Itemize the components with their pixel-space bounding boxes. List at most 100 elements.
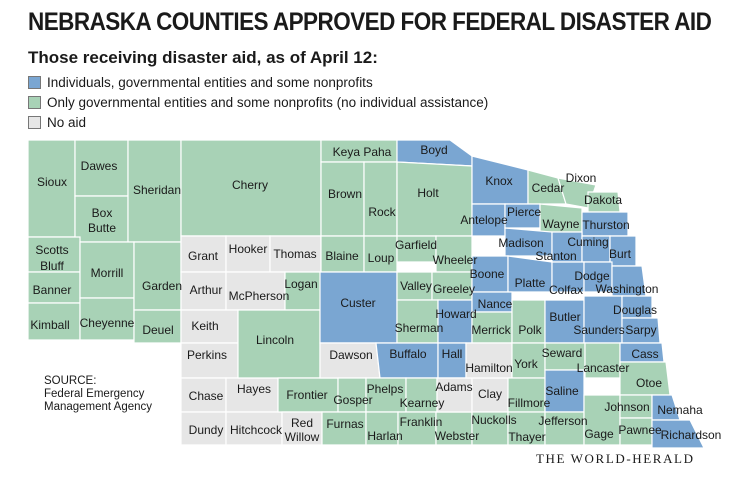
county-label-red-willow: Red <box>291 416 313 430</box>
county-label-greeley: Greeley <box>433 282 475 296</box>
county-label-platte: Platte <box>515 276 546 290</box>
legend-label: No aid <box>47 114 87 130</box>
county-label-wayne: Wayne <box>543 217 580 231</box>
county-label-arthur: Arthur <box>190 283 223 297</box>
county-label-butler: Butler <box>549 310 580 324</box>
county-label-red-willow: Willow <box>285 430 320 444</box>
county-label-adams: Adams <box>435 380 472 394</box>
county-label-knox: Knox <box>485 174 512 188</box>
county-label-rock: Rock <box>368 205 396 219</box>
county-label-nuckolls: Nuckolls <box>471 413 516 427</box>
county-label-gosper: Gosper <box>333 393 372 407</box>
county-label-banner: Banner <box>33 283 72 297</box>
county-label-holt: Holt <box>417 186 439 200</box>
county-label-thomas: Thomas <box>273 247 316 261</box>
county-label-blaine: Blaine <box>325 249 359 263</box>
county-label-dawson: Dawson <box>329 348 372 362</box>
county-label-seward: Seward <box>542 346 583 360</box>
county-label-dakota: Dakota <box>584 193 622 207</box>
county-label-harlan: Harlan <box>367 429 402 443</box>
county-label-antelope: Antelope <box>460 213 508 227</box>
county-label-polk: Polk <box>518 323 542 337</box>
county-label-cheyenne: Cheyenne <box>80 316 135 330</box>
county-label-york: York <box>514 357 539 371</box>
county-label-saline: Saline <box>545 384 579 398</box>
county-label-brown: Brown <box>328 187 362 201</box>
county-label-dawes: Dawes <box>81 159 118 173</box>
county-garden <box>133 241 182 311</box>
county-label-otoe: Otoe <box>636 376 662 390</box>
legend-swatch-individuals <box>28 75 41 89</box>
county-label-sioux: Sioux <box>37 175 67 189</box>
county-label-perkins: Perkins <box>187 348 227 362</box>
county-label-sherman: Sherman <box>395 321 444 335</box>
county-label-gage: Gage <box>584 427 614 441</box>
county-label-sarpy: Sarpy <box>625 323 656 337</box>
county-label-scotts-bluff: Bluff <box>40 259 64 273</box>
county-label-buffalo: Buffalo <box>389 347 426 361</box>
county-label-clay: Clay <box>478 387 502 401</box>
legend-item-individuals: Individuals, governmental entities and s… <box>28 72 488 92</box>
map-title: NEBRASKA COUNTIES APPROVED FOR FEDERAL D… <box>28 8 712 36</box>
publisher-credit: THE WORLD-HERALD <box>536 451 695 466</box>
county-label-garden: Garden <box>142 279 182 293</box>
county-label-sheridan: Sheridan <box>133 183 181 197</box>
legend-label: Individuals, governmental entities and s… <box>47 74 373 90</box>
county-label-loup: Loup <box>368 251 395 265</box>
county-shapes <box>27 139 705 449</box>
county-label-stanton: Stanton <box>535 249 576 263</box>
county-label-boone: Boone <box>470 267 505 281</box>
county-label-kimball: Kimball <box>30 318 69 332</box>
county-label-dodge: Dodge <box>574 269 610 283</box>
county-richardson <box>651 419 705 449</box>
county-label-jefferson: Jefferson <box>538 414 587 428</box>
county-label-franklin: Franklin <box>400 415 443 429</box>
county-label-burt: Burt <box>609 247 632 261</box>
county-label-lancaster: Lancaster <box>577 361 630 375</box>
county-label-hall: Hall <box>442 347 463 361</box>
county-label-hayes: Hayes <box>237 382 271 396</box>
county-label-mcpherson: McPherson <box>229 289 290 303</box>
county-label-thurston: Thurston <box>582 218 629 232</box>
legend-swatch-none <box>28 115 41 129</box>
county-label-box-butte: Butte <box>88 221 116 235</box>
county-label-thayer: Thayer <box>508 430 545 444</box>
legend-item-none: No aid <box>28 112 488 132</box>
county-label-deuel: Deuel <box>142 323 173 337</box>
county-label-cass: Cass <box>631 347 658 361</box>
county-label-frontier: Frontier <box>286 388 327 402</box>
county-label-boyd: Boyd <box>420 143 447 157</box>
county-label-nemaha: Nemaha <box>657 403 703 417</box>
county-label-cedar: Cedar <box>532 181 565 195</box>
county-label-pawnee: Pawnee <box>618 423 662 437</box>
county-label-keith: Keith <box>191 319 218 333</box>
county-label-douglas: Douglas <box>613 303 657 317</box>
county-label-kearney: Kearney <box>400 396 445 410</box>
county-label-dundy: Dundy <box>189 423 224 437</box>
source-note: SOURCE: Federal Emergency Management Age… <box>44 375 153 413</box>
county-label-chase: Chase <box>189 389 224 403</box>
legend: Individuals, governmental entities and s… <box>28 72 488 132</box>
county-label-garfield: Garfield <box>395 238 437 252</box>
county-label-hooker: Hooker <box>229 242 268 256</box>
county-label-box-butte: Box <box>92 206 113 220</box>
county-label-morrill: Morrill <box>91 266 124 280</box>
county-label-cherry: Cherry <box>232 178 268 192</box>
county-label-valley: Valley <box>400 279 432 293</box>
county-label-saunders: Saunders <box>573 323 624 337</box>
county-label-madison: Madison <box>498 236 543 250</box>
county-label-pierce: Pierce <box>507 205 541 219</box>
county-label-dixon: Dixon <box>566 171 597 185</box>
county-label-hitchcock: Hitchcock <box>230 423 283 437</box>
county-label-johnson: Johnson <box>604 400 649 414</box>
county-label-phelps: Phelps <box>367 382 404 396</box>
county-rock <box>363 161 398 237</box>
county-label-lincoln: Lincoln <box>256 333 294 347</box>
county-label-custer: Custer <box>340 296 375 310</box>
legend-label: Only governmental entities and some nonp… <box>47 94 489 110</box>
legend-item-government: Only governmental entities and some nonp… <box>28 92 488 112</box>
county-label-fillmore: Fillmore <box>508 396 551 410</box>
county-label-keya-paha: Keya Paha <box>333 145 392 159</box>
